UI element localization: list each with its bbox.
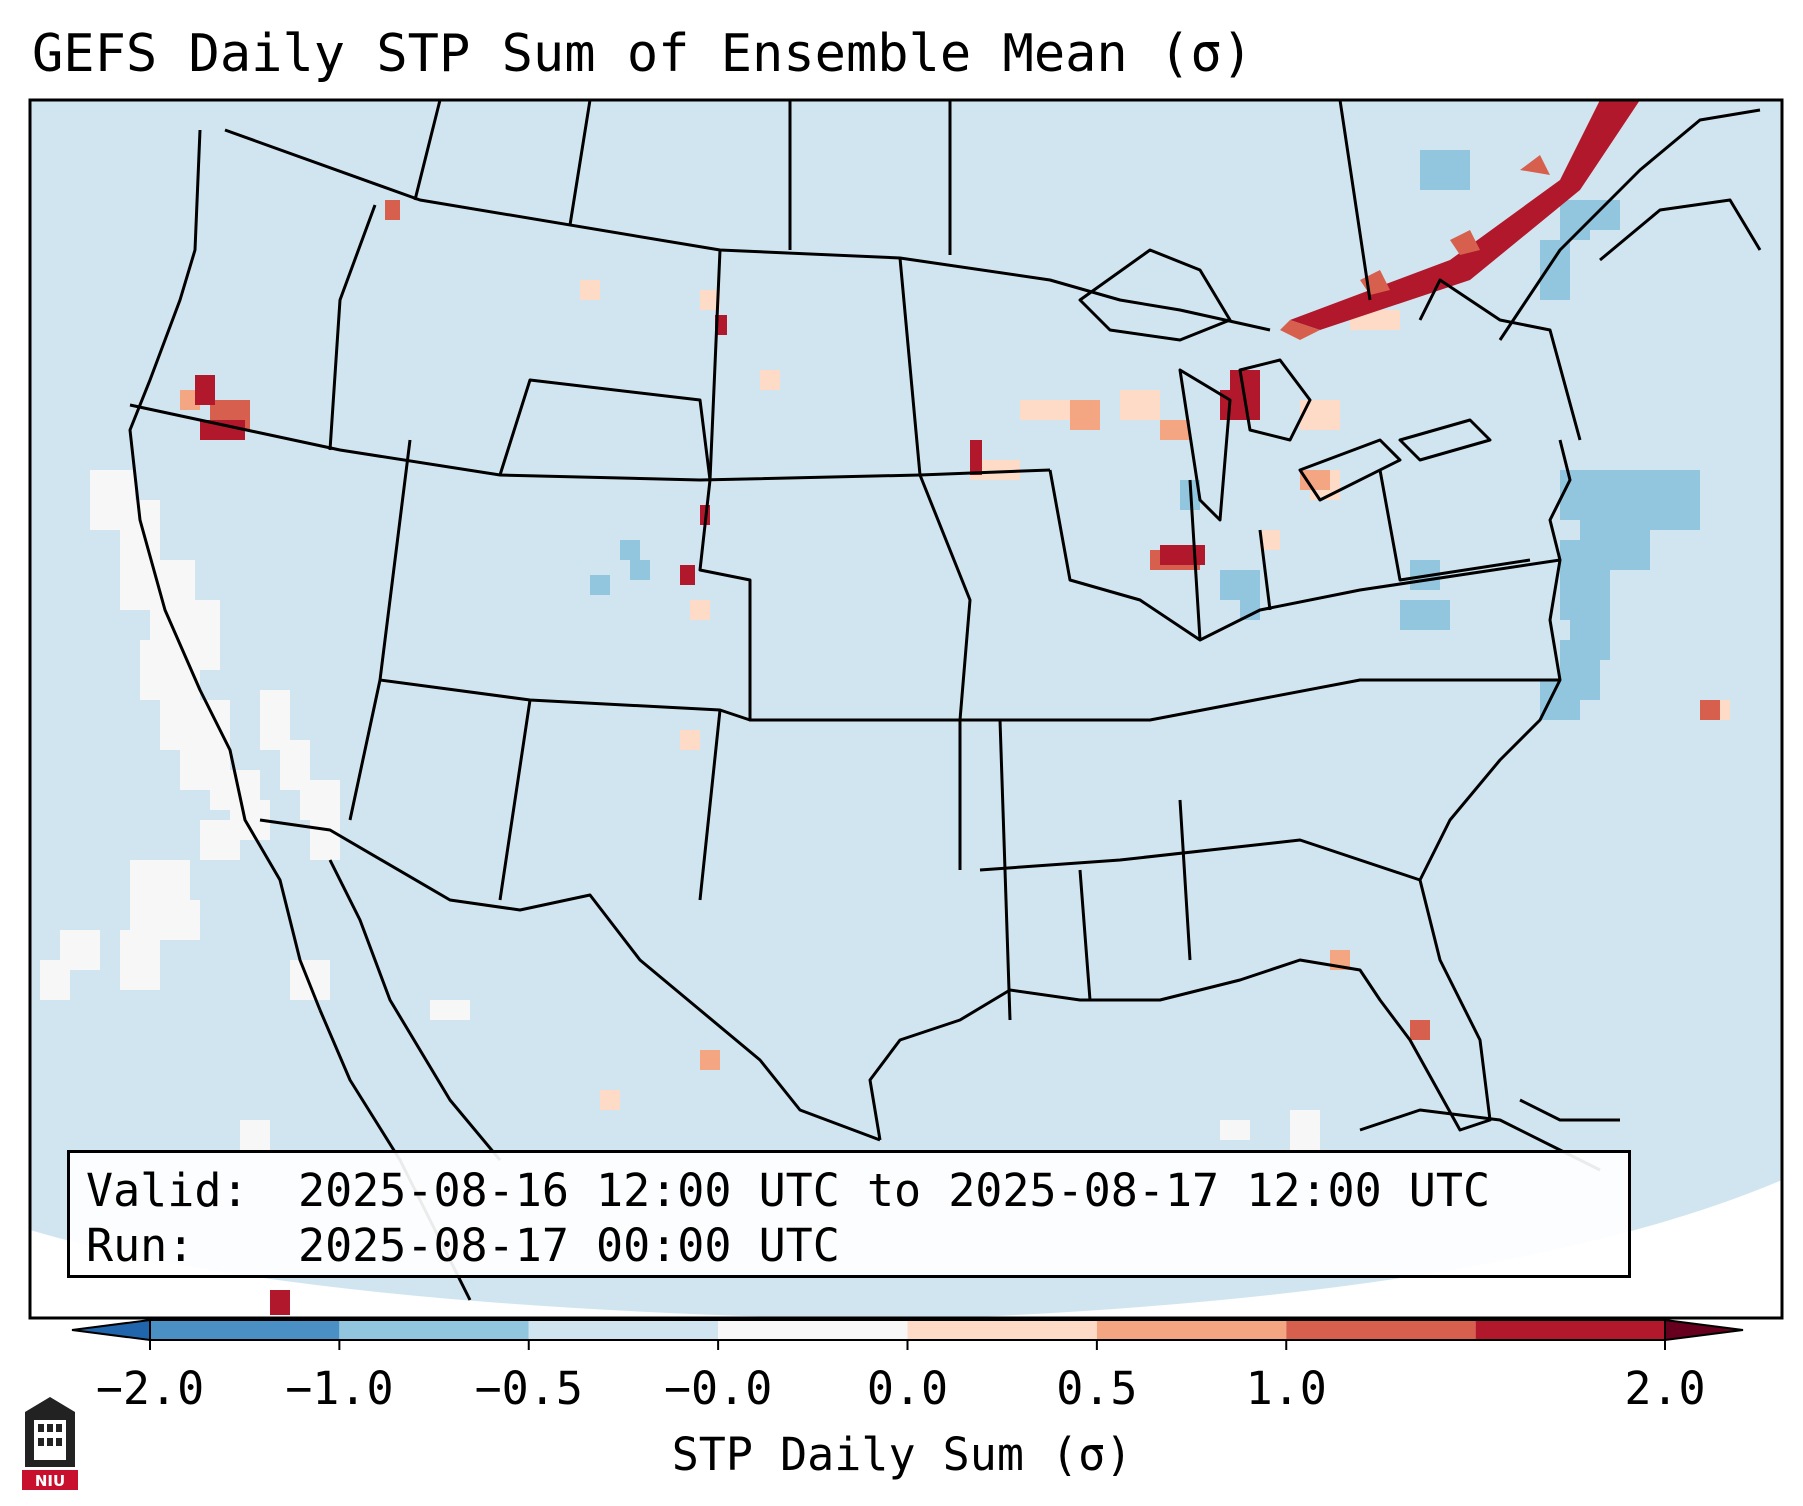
colorbar-label: STP Daily Sum (σ) <box>671 1428 1133 1481</box>
colorbar-segment <box>907 1320 1097 1340</box>
colorbar-segment <box>718 1320 908 1340</box>
logo-text: NIU <box>35 1472 65 1490</box>
colorbar-tick-label: 1.0 <box>1245 1362 1327 1415</box>
colorbar-tick-label: 0.5 <box>1056 1362 1138 1415</box>
colorbar-tick-label: −2.0 <box>95 1362 205 1415</box>
neutral-cells <box>40 470 1320 1150</box>
colorbar-tick-label: −0.0 <box>663 1362 773 1415</box>
colorbar-extend-high <box>1664 1318 1744 1342</box>
colorbar-segment <box>1096 1320 1287 1340</box>
niu-logo-icon: NIU <box>22 1397 78 1490</box>
map-frame <box>28 98 1784 1320</box>
colorbar-tick-label: 0.0 <box>866 1362 949 1415</box>
colorbar-segment <box>1286 1320 1476 1340</box>
colorbar-tick-label: −0.5 <box>474 1362 583 1415</box>
run-label: Run: <box>86 1219 195 1272</box>
colorbar-segment <box>528 1320 719 1340</box>
valid-run-info-box: Valid: 2025-08-16 12:00 UTC to 2025-08-17… <box>67 1150 1631 1278</box>
valid-value: 2025-08-16 12:00 UTC to 2025-08-17 12:00… <box>298 1164 1491 1217</box>
colorbar-extend-low <box>71 1318 151 1342</box>
colorbar-tick-label: 2.0 <box>1624 1362 1706 1415</box>
valid-label: Valid: <box>86 1164 249 1217</box>
colorbar-tick-label: −1.0 <box>285 1362 394 1415</box>
colorbar-segment <box>1475 1320 1665 1340</box>
colorbar-segment <box>150 1320 340 1340</box>
map-title: GEFS Daily STP Sum of Ensemble Mean (σ) <box>32 24 1253 84</box>
colorbar-segment <box>339 1320 529 1340</box>
state-borders <box>128 100 1762 1301</box>
run-value: 2025-08-17 00:00 UTC <box>298 1219 840 1272</box>
